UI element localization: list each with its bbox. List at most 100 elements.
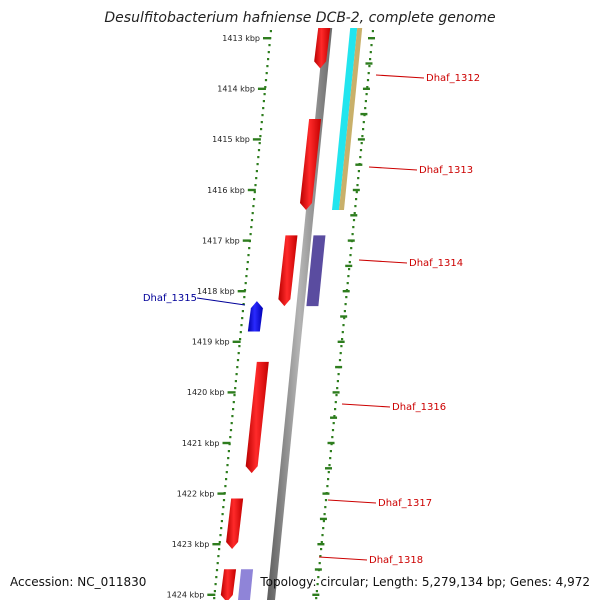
scale-dot bbox=[239, 338, 242, 341]
gene-label-leader bbox=[375, 74, 425, 79]
outer-scale-dot bbox=[336, 380, 339, 383]
outer-scale-dot bbox=[316, 583, 319, 586]
outer-scale-dot bbox=[360, 142, 363, 145]
outer-scale-dot bbox=[351, 233, 354, 236]
outer-scale-dot bbox=[326, 485, 329, 488]
scale-dot bbox=[218, 548, 221, 551]
scale-dot bbox=[243, 296, 246, 299]
tick-label: 1422 kbp bbox=[177, 489, 215, 498]
outer-scale-dot bbox=[331, 436, 334, 439]
gene-label-dhaf-1312[interactable]: Dhaf_1312 bbox=[426, 73, 480, 84]
scale-dot bbox=[235, 373, 238, 376]
scale-dot bbox=[244, 282, 247, 285]
scale-dot bbox=[250, 219, 254, 222]
cyan-feature-track bbox=[331, 28, 358, 211]
outer-tick bbox=[355, 163, 363, 166]
scale-dot bbox=[240, 324, 243, 327]
outer-scale-dot bbox=[365, 93, 368, 96]
tick-label: 1420 kbp bbox=[187, 388, 225, 397]
outer-tick bbox=[362, 87, 370, 90]
major-tick bbox=[207, 593, 216, 596]
outer-tick bbox=[319, 517, 327, 521]
scale-dot bbox=[264, 86, 267, 89]
scale-dot bbox=[236, 366, 239, 369]
scale-dot bbox=[238, 345, 241, 348]
scale-dot bbox=[248, 247, 251, 250]
outer-scale-dot bbox=[328, 464, 331, 467]
scale-dot bbox=[265, 72, 268, 75]
major-tick bbox=[257, 87, 266, 90]
gene-label-leader bbox=[341, 403, 391, 408]
outer-scale-dot bbox=[352, 219, 356, 222]
outer-scale-dot bbox=[323, 513, 326, 516]
outer-scale-dot bbox=[338, 359, 342, 362]
outer-scale-dot bbox=[334, 408, 337, 411]
gene-arrow-dhaf-1316[interactable] bbox=[245, 361, 269, 474]
outer-scale-dot bbox=[348, 268, 351, 271]
major-tick bbox=[232, 340, 241, 343]
outer-scale-dot bbox=[334, 401, 337, 404]
outer-scale-dot bbox=[315, 590, 318, 593]
outer-scale-dot bbox=[340, 345, 343, 348]
scale-dot bbox=[252, 205, 255, 208]
scale-dot bbox=[226, 464, 229, 467]
gene-arrow-dhaf-1318[interactable] bbox=[220, 569, 237, 600]
outer-scale-dot bbox=[371, 30, 374, 33]
tick-label: 1419 kbp bbox=[192, 338, 230, 347]
scale-dot bbox=[266, 65, 269, 68]
tick-label: 1413 kbp bbox=[222, 34, 260, 43]
scale-dot bbox=[239, 331, 242, 334]
outer-scale-dot bbox=[369, 58, 372, 61]
scale-dot bbox=[260, 121, 263, 124]
outer-scale-dot bbox=[352, 226, 355, 229]
gene-label-dhaf-1316[interactable]: Dhaf_1316 bbox=[392, 402, 446, 413]
major-tick bbox=[222, 441, 231, 445]
scale-ticks: 1413 kbp 1414 kbp 1415 kbp 1416 kbp 1417 kbp… bbox=[167, 30, 375, 600]
scale-dot bbox=[215, 569, 219, 572]
gene-label-dhaf-1317[interactable]: Dhaf_1317 bbox=[378, 498, 432, 509]
gene-labels: Dhaf_1312 Dhaf_1313 Dhaf_1314 Dhaf_1315 Dhaf… bbox=[143, 73, 480, 566]
gene-label-dhaf-1314[interactable]: Dhaf_1314 bbox=[409, 258, 463, 269]
outer-scale-dot bbox=[355, 191, 358, 194]
scale-dot bbox=[267, 51, 270, 54]
scale-dot bbox=[229, 436, 232, 439]
scale-dot bbox=[237, 352, 240, 355]
gene-arrow-dhaf-1313[interactable] bbox=[299, 118, 322, 211]
gene-label-dhaf-1318[interactable]: Dhaf_1318 bbox=[369, 555, 423, 566]
scale-dot bbox=[246, 261, 249, 264]
gene-arrow-dhaf-1314[interactable] bbox=[278, 235, 298, 307]
scale-dot bbox=[257, 156, 260, 159]
gene-arrow-dhaf-1317[interactable] bbox=[226, 498, 244, 550]
gene-label-dhaf-1315[interactable]: Dhaf_1315 bbox=[143, 293, 197, 304]
outer-scale-dot bbox=[341, 338, 344, 341]
gene-arrow-dhaf-1312[interactable] bbox=[314, 28, 331, 69]
gene-label-dhaf-1313[interactable]: Dhaf_1313 bbox=[419, 165, 473, 176]
outer-scale-dot bbox=[349, 254, 352, 257]
outer-tick bbox=[317, 543, 325, 546]
outer-scale-dot bbox=[364, 107, 367, 110]
outer-tick bbox=[330, 416, 338, 419]
scale-dot bbox=[227, 450, 230, 453]
scale-dot bbox=[216, 562, 219, 565]
major-tick bbox=[217, 492, 226, 495]
scale-dot bbox=[236, 359, 240, 362]
outer-scale-dot bbox=[366, 79, 370, 82]
scale-dot bbox=[259, 135, 262, 138]
outer-scale-dot bbox=[319, 555, 322, 558]
tick-label: 1417 kbp bbox=[202, 236, 240, 245]
outer-scale-dot bbox=[339, 352, 342, 355]
outer-scale-dot bbox=[333, 415, 336, 418]
outer-scale-dot bbox=[362, 121, 365, 124]
scale-dot bbox=[220, 527, 223, 530]
outer-scale-dot bbox=[317, 576, 320, 579]
gene-arrow-dhaf-1315[interactable] bbox=[247, 301, 263, 332]
scale-dot bbox=[229, 429, 233, 432]
scale-dot bbox=[221, 513, 224, 516]
scale-dot bbox=[269, 30, 272, 33]
major-tick bbox=[242, 239, 251, 242]
genome-summary-text: Topology: circular; Length: 5,279,134 bp… bbox=[259, 575, 590, 589]
outer-tick bbox=[337, 340, 345, 343]
scale-dot bbox=[250, 226, 253, 229]
feature-tracks bbox=[238, 28, 363, 600]
outer-scale-dot bbox=[315, 597, 318, 600]
